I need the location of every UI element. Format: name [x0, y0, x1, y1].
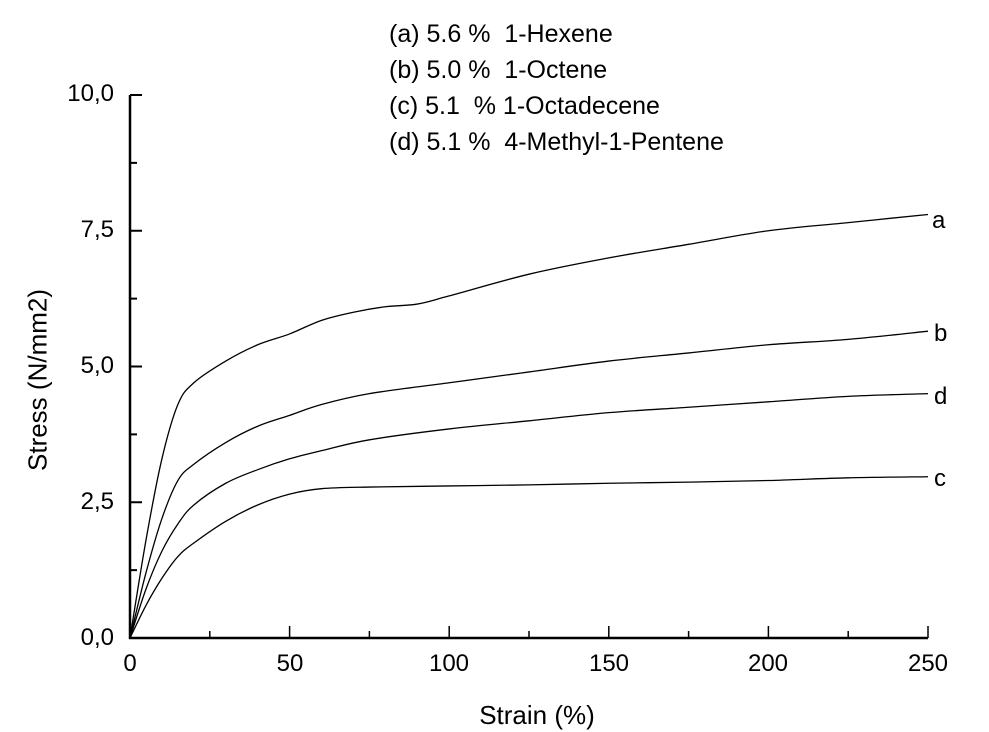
curve-label-c: c [934, 465, 946, 492]
y-tick-label: 10,0 [67, 80, 114, 107]
legend-item-b: (b) 5.0 % 1-Octene [389, 56, 608, 84]
x-tick-label: 150 [588, 650, 630, 677]
curve-label-d: d [934, 383, 948, 410]
series-line-c [129, 476, 929, 639]
legend-item-a: (a) 5.6 % 1-Hexene [389, 20, 613, 48]
x-axis-label: Strain (%) [479, 700, 595, 730]
curve-label-a: a [932, 207, 946, 234]
data-series [129, 213, 929, 639]
y-tick-label: 5,0 [80, 352, 114, 379]
curve-label-b: b [934, 320, 948, 347]
x-tick-label: 50 [276, 650, 304, 677]
x-tick-label: 100 [428, 650, 470, 677]
series-line-d [129, 393, 929, 639]
axes [128, 94, 929, 640]
series-line-a [129, 213, 929, 639]
x-tick-label: 0 [123, 650, 137, 677]
legend-item-c: (c) 5.1 % 1-Octadecene [389, 92, 660, 120]
y-tick-label: 2,5 [80, 488, 114, 515]
y-axis-label: Stress (N/mm2) [22, 289, 53, 471]
legend: (a) 5.6 % 1-Hexene (b) 5.0 % 1-Octene (c… [389, 16, 724, 160]
x-tick-label: 200 [747, 650, 789, 677]
series-line-b [129, 330, 929, 639]
legend-item-d: (d) 5.1 % 4-Methyl-1-Pentene [389, 128, 724, 156]
y-tick-label: 0,0 [80, 624, 114, 651]
x-tick-label: 250 [907, 650, 949, 677]
y-tick-label: 7,5 [80, 216, 114, 243]
